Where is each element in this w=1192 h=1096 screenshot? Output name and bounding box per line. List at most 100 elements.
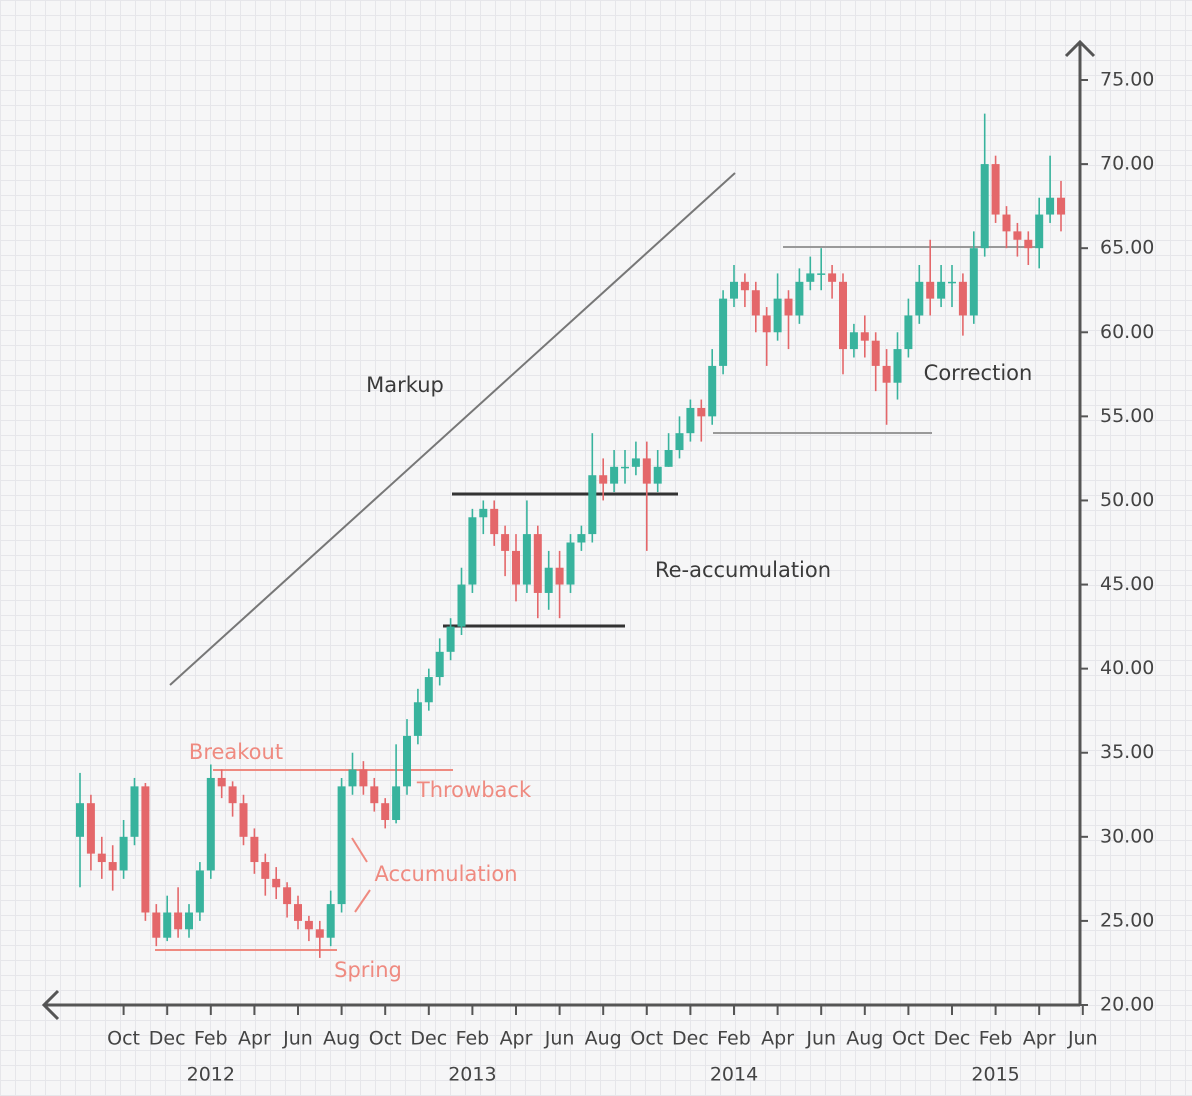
candle-body (664, 450, 673, 467)
candle-body (86, 803, 95, 854)
candle-body (621, 466, 629, 469)
candle-body (468, 517, 477, 585)
x-tick-label: Dec (149, 1028, 186, 1050)
candle-body (359, 769, 368, 787)
y-tick-label: 75.00 (1100, 69, 1154, 91)
y-tick-label: 65.00 (1100, 237, 1154, 259)
candle-body (283, 887, 292, 905)
x-tick-label: Feb (194, 1028, 228, 1050)
candle-body (806, 273, 815, 282)
candle-body (860, 332, 869, 341)
candle-body (773, 298, 782, 333)
markup-line (169, 172, 736, 686)
x-axis-arrow (41, 989, 60, 1021)
x-tick-label: Feb (456, 1028, 490, 1050)
candle-body (631, 458, 640, 467)
correction-label: Correction (924, 361, 1033, 385)
x-tick-label: Oct (369, 1028, 402, 1050)
candle-body (708, 365, 717, 417)
candle-body (817, 273, 826, 275)
throwback-label: Throwback (416, 778, 532, 802)
candle-body (915, 281, 924, 316)
candle-body (871, 340, 880, 366)
candle-body (141, 786, 150, 913)
y-tick-label: 70.00 (1100, 153, 1154, 175)
accumulation-label: Accumulation (374, 862, 517, 886)
x-tick-label: Oct (630, 1028, 663, 1050)
candle-body (904, 315, 913, 350)
x-tick-label: Jun (805, 1028, 836, 1050)
candle-body (958, 281, 967, 316)
x-tick-label: Dec (410, 1028, 447, 1050)
candle-body (337, 786, 346, 905)
candle-body (762, 315, 771, 333)
candle-body (490, 508, 499, 535)
candle-body (446, 626, 455, 652)
reaccumulation-label: Re-accumulation (655, 558, 831, 582)
candle-body (163, 912, 172, 938)
candle-body (228, 786, 237, 804)
candle-body (76, 803, 84, 837)
candle-body (195, 870, 204, 913)
breakout-label: Breakout (189, 740, 283, 764)
x-tick-label: Apr (238, 1028, 271, 1050)
candle-body (828, 273, 837, 282)
candle-body (272, 878, 281, 888)
candle-body (108, 862, 117, 871)
markup-label: Markup (366, 373, 444, 397)
y-axis-arrow (1064, 39, 1096, 58)
x-tick-label: Apr (1023, 1028, 1056, 1050)
candle-body (424, 677, 433, 703)
candle-body (937, 281, 946, 299)
x-tick-label: Dec (934, 1028, 971, 1050)
candle-body (653, 466, 662, 484)
candle-body (784, 298, 793, 316)
candle-body (250, 836, 259, 863)
candle-body (610, 466, 619, 484)
candle-body (544, 567, 553, 593)
y-tick-label: 50.00 (1100, 489, 1154, 511)
candle-body (555, 567, 564, 585)
y-tick-label: 25.00 (1100, 909, 1154, 931)
candle-body (522, 534, 531, 585)
x-tick-label: Dec (672, 1028, 709, 1050)
x-tick-label: Aug (585, 1028, 622, 1050)
candle-body (588, 475, 597, 535)
x-tick-label: Jun (282, 1028, 313, 1050)
candle-body (185, 912, 193, 930)
candle-body (533, 534, 542, 593)
x-year-label: 2015 (971, 1064, 1019, 1086)
candle-body (740, 281, 749, 291)
y-tick-label: 35.00 (1100, 741, 1154, 763)
candle-body (130, 786, 139, 837)
spring-label: Spring (334, 958, 402, 982)
candle-body (294, 904, 302, 921)
y-tick-label: 60.00 (1100, 321, 1154, 343)
candle-body (642, 458, 651, 484)
candle-body (719, 298, 728, 366)
x-tick-label: Apr (500, 1028, 533, 1050)
x-year-label: 2013 (448, 1064, 496, 1086)
candle-body (370, 786, 379, 804)
y-tick-label: 40.00 (1100, 657, 1154, 679)
candle-body (1002, 214, 1011, 232)
candle-body (457, 584, 466, 627)
accumulation-pointer (354, 889, 371, 913)
x-tick-label: Oct (107, 1028, 140, 1050)
candle-body (479, 508, 488, 518)
candle-body (435, 651, 444, 678)
candle-body (893, 349, 902, 383)
candle-body (304, 920, 313, 930)
candle-body (1013, 231, 1022, 240)
candle-body (381, 803, 390, 820)
y-tick-label: 20.00 (1100, 994, 1154, 1016)
candle-body (97, 853, 106, 863)
candle-body (969, 248, 978, 316)
x-tick-label: Jun (1067, 1028, 1098, 1050)
candle-body (686, 407, 695, 434)
x-tick-label: Aug (323, 1028, 360, 1050)
candle-body (392, 786, 401, 820)
candle-body (501, 534, 510, 551)
candle-body (948, 281, 956, 284)
